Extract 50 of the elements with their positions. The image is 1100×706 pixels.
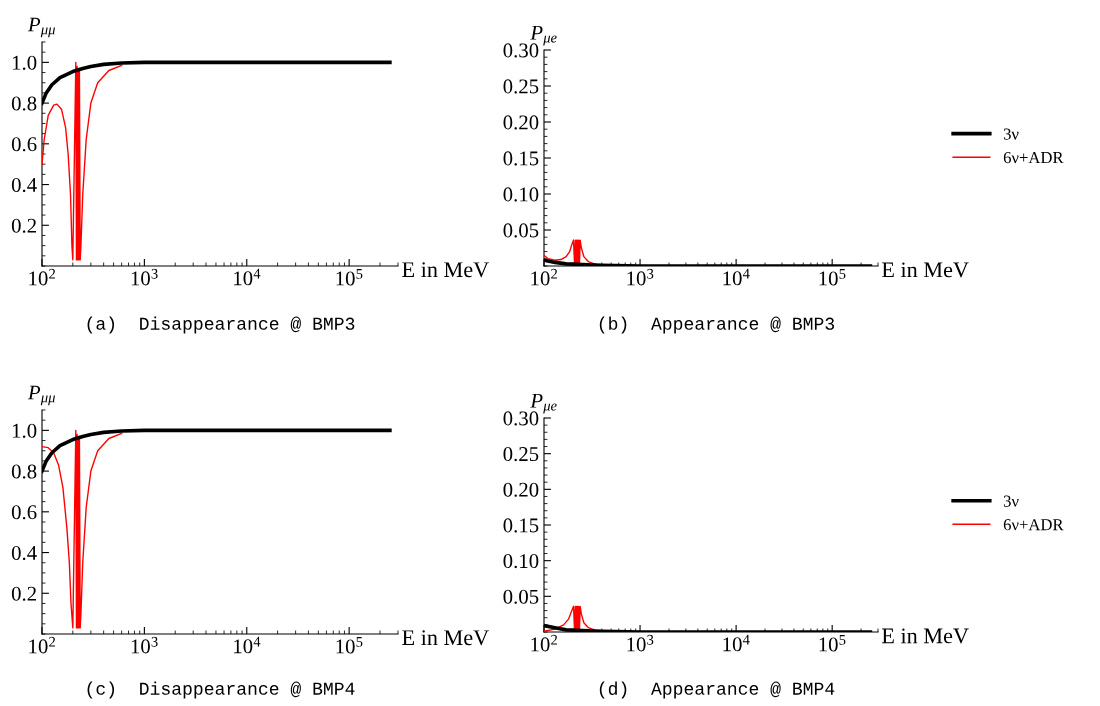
- x-tick-label: 10$^{4}$: [234, 268, 261, 286]
- x-tick-label: 10$^{2}$: [531, 268, 558, 286]
- y-tick-label: 0.4: [11, 545, 37, 561]
- y-axis-title: P$_{μμ}$: [27, 17, 55, 38]
- y-tick-label: 0.8: [11, 464, 37, 479]
- y-tick-label: 0.20: [503, 115, 539, 130]
- legend-label: 3ν: [1003, 495, 1019, 507]
- x-tick-label: 10$^{2}$: [531, 634, 558, 652]
- x-axis-title: E in MeV: [881, 262, 969, 278]
- x-tick-label: 10$^{4}$: [723, 634, 750, 652]
- y-tick-label: 0.6: [11, 505, 37, 520]
- x-tick-label: 10$^{2}$: [29, 268, 56, 286]
- x-axis-title: E in MeV: [402, 630, 489, 646]
- x-axis-title: E in MeV: [402, 262, 489, 278]
- y-axis-title: P$_{μμ}$: [27, 385, 55, 406]
- legend-label: 6ν+ADR: [1003, 152, 1064, 164]
- x-tick-label: 10$^{3}$: [627, 268, 654, 286]
- x-tick-label: 10$^{5}$: [819, 635, 846, 652]
- x-axis-title: E in MeV: [881, 628, 969, 644]
- text: (b) Appearance @ BMP3: [599, 316, 835, 334]
- x-tick-label: 10$^{5}$: [336, 637, 363, 654]
- y-tick-label: 1.0: [12, 423, 37, 438]
- y-tick-label: 0.4: [11, 177, 37, 193]
- x-tick-label: 10$^{4}$: [723, 268, 750, 286]
- y-tick-label: 0.15: [503, 518, 539, 533]
- y-tick-label: 0.25: [503, 447, 539, 462]
- y-tick-label: 0.8: [11, 96, 37, 111]
- x-tick-label: 10$^{3}$: [627, 634, 654, 652]
- y-tick-label: 0.10: [503, 187, 539, 202]
- y-tick-label: 0.05: [503, 589, 539, 604]
- y-tick-label: 0.25: [503, 79, 539, 94]
- text: (a) Disappearance @ BMP3: [87, 316, 355, 334]
- x-tick-label: 10$^{4}$: [234, 636, 261, 654]
- x-tick-label: 10$^{3}$: [131, 636, 158, 654]
- y-tick-label: 0.6: [11, 137, 37, 152]
- y-tick-label: 1.0: [12, 55, 37, 70]
- x-tick-label: 10$^{3}$: [131, 268, 158, 286]
- x-tick-label: 10$^{5}$: [819, 269, 846, 286]
- x-tick-label: 10$^{2}$: [29, 636, 56, 654]
- text: (d) Appearance @ BMP4: [599, 681, 835, 699]
- legend-label: 3ν: [1003, 128, 1019, 140]
- y-tick-label: 0.2: [11, 586, 36, 601]
- y-tick-label: 0.15: [503, 151, 539, 166]
- y-tick-label: 0.10: [503, 554, 539, 569]
- x-tick-label: 10$^{5}$: [336, 269, 363, 286]
- y-tick-label: 0.20: [503, 482, 539, 497]
- y-tick-label: 0.05: [503, 223, 539, 238]
- legend-label: 6ν+ADR: [1003, 519, 1064, 531]
- y-tick-label: 0.2: [11, 218, 36, 233]
- text: (c) Disappearance @ BMP4: [87, 681, 355, 699]
